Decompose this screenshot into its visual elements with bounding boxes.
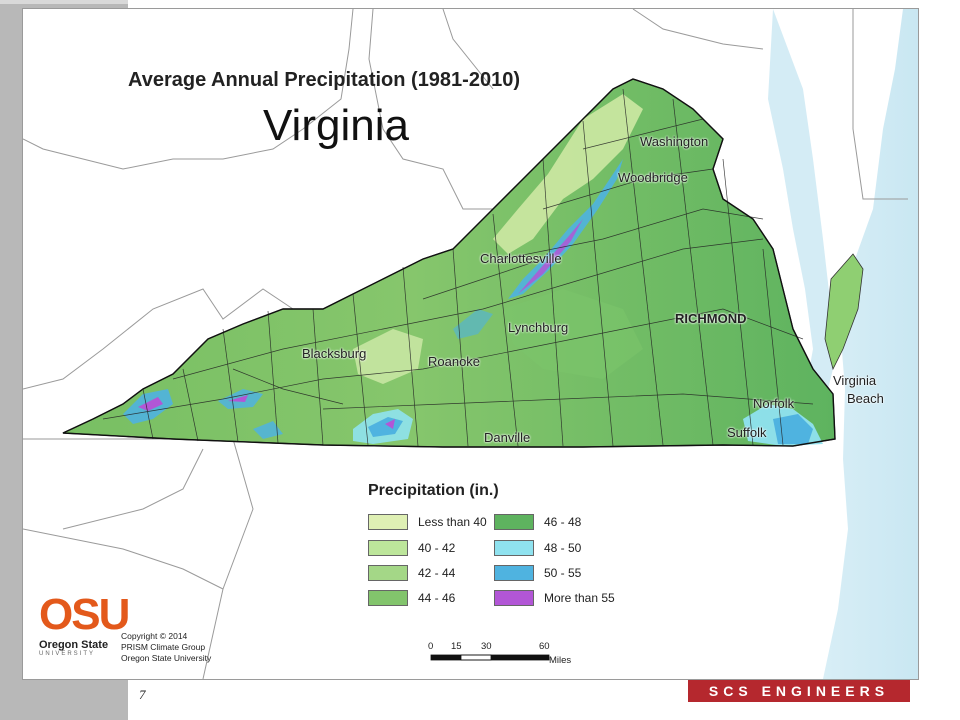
city-label: Woodbridge	[618, 170, 688, 185]
scale-tick-label: 30	[481, 641, 492, 652]
legend-item: 48 - 50	[494, 539, 581, 557]
virginia-state-shape	[62, 78, 836, 448]
city-label: Lynchburg	[508, 320, 569, 335]
city-label: Beach	[847, 391, 884, 406]
legend-item: Less than 40	[368, 513, 487, 531]
map-title: Average Annual Precipitation (1981-2010)	[128, 69, 520, 91]
city-label: Roanoke	[428, 354, 481, 369]
atlantic-ocean	[823, 9, 918, 679]
city-label: Washington	[640, 134, 709, 149]
scale-tick-label: 0	[428, 641, 434, 652]
legend-swatch	[494, 514, 534, 530]
scale-unit-label: Miles	[549, 655, 572, 666]
city-label: Charlottesville	[480, 251, 562, 266]
legend-swatch	[494, 590, 534, 606]
city-label: Virginia	[833, 373, 877, 388]
copyright-line: Copyright © 2014	[121, 631, 188, 641]
legend-label: 48 - 50	[544, 541, 582, 555]
osu-logo-letters: OSU	[39, 590, 130, 639]
legend-swatch	[368, 540, 408, 556]
osu-logo-name: Oregon State	[39, 639, 109, 651]
legend-item: 46 - 48	[494, 513, 581, 531]
chesapeake-bay	[768, 9, 833, 409]
legend-item: 50 - 55	[494, 564, 581, 582]
legend-swatch	[494, 565, 534, 581]
legend-item: 44 - 46	[368, 589, 455, 607]
legend-label: 42 - 44	[418, 566, 456, 580]
copyright-line: Oregon State University	[121, 653, 212, 663]
left-side-bar-highlight	[0, 0, 128, 4]
legend-item: 42 - 44	[368, 564, 455, 582]
scs-engineers-logo: SCS ENGINEERS	[688, 680, 910, 702]
legend-label: More than 55	[544, 591, 615, 605]
map-canvas	[23, 9, 918, 679]
legend-swatch	[368, 565, 408, 581]
legend-label: 46 - 48	[544, 515, 582, 529]
city-label: Suffolk	[727, 425, 767, 440]
osu-logo: OSU Oregon State UNIVERSITY	[39, 590, 130, 658]
precipitation-map: Average Annual Precipitation (1981-2010)…	[22, 8, 919, 680]
state-title: Virginia	[263, 101, 409, 150]
shenandoah-dry-zone	[493, 94, 643, 254]
piedmont-light-zone	[503, 289, 643, 379]
neighboring-state-lines	[23, 9, 908, 679]
osu-logo-sub: UNIVERSITY	[39, 651, 96, 657]
wet-ridge-zones	[123, 159, 823, 446]
copyright-text: Copyright © 2014 PRISM Climate Group Ore…	[121, 631, 211, 664]
page-number: 7	[139, 687, 146, 702]
city-label: RICHMOND	[675, 311, 747, 326]
copyright-line: PRISM Climate Group	[121, 642, 206, 652]
legend-label: 50 - 55	[544, 566, 582, 580]
eastern-shore	[824, 253, 864, 371]
scale-tick-label: 15	[451, 641, 462, 652]
city-label: Norfolk	[753, 396, 795, 411]
city-label: Blacksburg	[302, 346, 367, 361]
county-lines	[102, 88, 814, 447]
legend-label: 44 - 46	[418, 591, 456, 605]
legend-item: More than 55	[494, 589, 615, 607]
virginia-outline	[62, 78, 836, 448]
southwest-light-zone	[353, 329, 423, 384]
city-label: Danville	[484, 430, 531, 445]
scale-bar	[430, 654, 550, 661]
legend-title: Precipitation (in.)	[368, 482, 499, 499]
scale-tick-label: 60	[539, 641, 550, 652]
legend-label: 40 - 42	[418, 541, 456, 555]
legend-swatch	[368, 514, 408, 530]
legend-label: Less than 40	[418, 515, 487, 529]
legend-swatch	[368, 590, 408, 606]
legend-swatch	[494, 540, 534, 556]
legend-item: 40 - 42	[368, 539, 455, 557]
